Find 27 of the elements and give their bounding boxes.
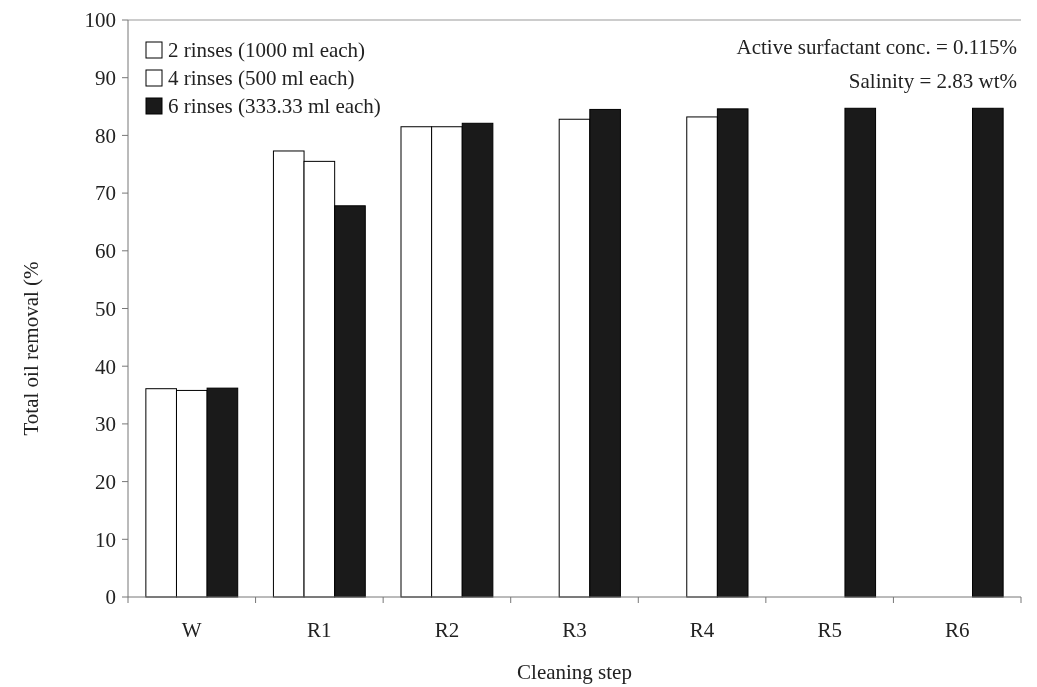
x-tick-label: R4: [689, 618, 715, 642]
x-tick-label: R6: [944, 618, 970, 642]
y-tick-label: 50: [95, 296, 116, 321]
bar: [844, 107, 877, 598]
annotation: Active surfactant conc. = 0.115%: [736, 35, 1017, 59]
x-axis-title: Cleaning step: [517, 660, 632, 684]
y-tick-label: 90: [95, 66, 116, 91]
x-tick-label: R2: [434, 618, 460, 642]
y-tick-label: 70: [95, 181, 116, 206]
legend-label: 2 rinses (1000 ml each): [168, 38, 366, 62]
y-tick-label: 40: [95, 354, 116, 379]
x-tick-label: R3: [562, 618, 587, 642]
y-tick-label: 10: [95, 527, 116, 552]
legend-label: 4 rinses (500 ml each): [168, 66, 355, 90]
y-tick-label: 60: [95, 239, 116, 264]
x-tick-label: W: [181, 618, 202, 642]
x-tick-label: R5: [817, 618, 842, 642]
annotation: Salinity = 2.83 wt%: [848, 69, 1017, 93]
y-tick-label: 80: [95, 123, 116, 148]
x-tick-label: R1: [307, 618, 332, 642]
legend-label: 6 rinses (333.33 ml each): [168, 94, 381, 118]
y-tick-label: 0: [105, 585, 116, 610]
y-axis-title: Total oil removal (%: [19, 261, 43, 436]
y-tick-label: 30: [95, 412, 116, 437]
bar: [972, 107, 1004, 598]
y-tick-label: 20: [95, 469, 116, 494]
y-tick-label: 100: [84, 8, 116, 33]
